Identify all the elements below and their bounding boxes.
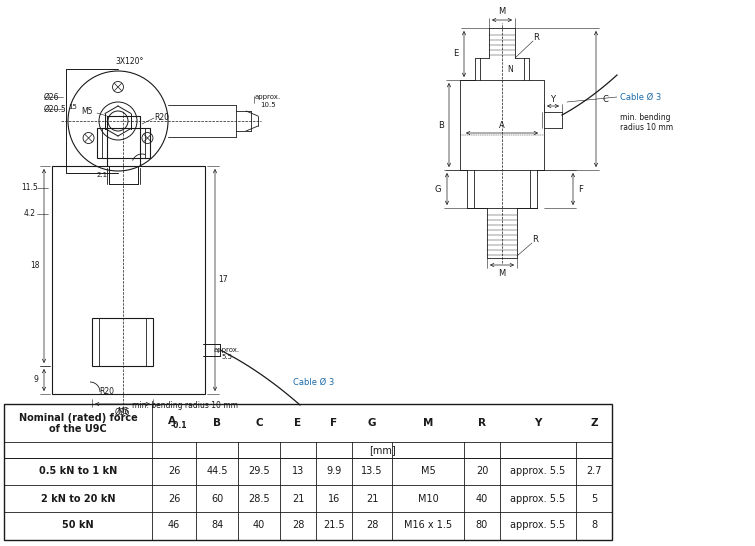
Text: 26: 26	[168, 494, 180, 503]
Bar	[4, 404, 612, 540]
Text: M: M	[498, 270, 506, 278]
Text: 4.2: 4.2	[24, 210, 36, 218]
Text: F: F	[578, 185, 584, 193]
Text: N: N	[507, 66, 513, 74]
Text: Ø20.5: Ø20.5	[44, 104, 66, 114]
Bar	[92, 318, 153, 366]
Text: 60: 60	[211, 494, 223, 503]
Text: approx.: approx.	[255, 94, 281, 100]
Text: C: C	[255, 418, 263, 428]
Text: Ø26: Ø26	[115, 407, 131, 417]
Text: Y: Y	[535, 418, 541, 428]
Text: approx.: approx.	[214, 347, 240, 353]
Text: 16: 16	[328, 494, 340, 503]
Text: G: G	[368, 418, 376, 428]
Text: 5: 5	[591, 494, 597, 503]
Text: A: A	[168, 416, 176, 426]
Text: R20: R20	[100, 388, 115, 396]
Text: approx. 5.5: approx. 5.5	[510, 494, 565, 503]
Text: 2.7: 2.7	[586, 466, 602, 477]
Text: 10.5: 10.5	[260, 102, 276, 108]
Text: E: E	[294, 418, 301, 428]
Text: 9: 9	[33, 376, 39, 384]
Text: -0.1: -0.1	[171, 422, 187, 430]
Text: radius 10 mm: radius 10 mm	[620, 122, 673, 132]
Text: 8: 8	[591, 520, 597, 531]
Text: R: R	[532, 235, 538, 245]
Text: 50 kN: 50 kN	[62, 520, 94, 531]
Text: 46: 46	[168, 520, 180, 531]
Text: 2.1: 2.1	[97, 172, 107, 178]
Text: M5: M5	[421, 466, 436, 477]
Bar	[97, 128, 150, 158]
Text: 20: 20	[476, 466, 488, 477]
Text: 0.5 kN to 1 kN: 0.5 kN to 1 kN	[39, 466, 117, 477]
Text: Cable Ø 3: Cable Ø 3	[620, 92, 661, 102]
Text: E: E	[453, 50, 458, 58]
Text: 21: 21	[366, 494, 378, 503]
Text: 13.5: 13.5	[361, 466, 383, 477]
Text: 28: 28	[366, 520, 378, 531]
Text: 28.5: 28.5	[248, 494, 270, 503]
Text: B: B	[213, 418, 221, 428]
Text: M5: M5	[117, 407, 129, 417]
Text: 40: 40	[253, 520, 265, 531]
Text: B: B	[438, 121, 444, 129]
Text: 15: 15	[69, 104, 78, 110]
Text: Nominal (rated) force: Nominal (rated) force	[19, 413, 137, 423]
Text: 13: 13	[292, 466, 304, 477]
Text: M16 x 1.5: M16 x 1.5	[404, 520, 452, 531]
Text: 11.5: 11.5	[22, 183, 39, 193]
Text: 44.5: 44.5	[206, 466, 228, 477]
Text: C: C	[602, 94, 608, 104]
Text: M10: M10	[418, 494, 439, 503]
Text: A: A	[499, 122, 505, 130]
Text: Y: Y	[550, 94, 556, 104]
Text: 40: 40	[476, 494, 488, 503]
Text: 17: 17	[218, 276, 228, 284]
Text: 80: 80	[476, 520, 488, 531]
Bar	[52, 166, 205, 394]
Text: 5.5: 5.5	[221, 354, 233, 360]
Text: Z: Z	[590, 418, 598, 428]
Text: approx. 5.5: approx. 5.5	[510, 466, 565, 477]
Text: approx. 5.5: approx. 5.5	[510, 520, 565, 531]
Text: 3X120°: 3X120°	[116, 57, 144, 67]
Text: R20: R20	[155, 114, 170, 122]
Text: min. bending radius 10 mm: min. bending radius 10 mm	[132, 401, 238, 411]
Text: 21.5: 21.5	[323, 520, 345, 531]
Text: 18: 18	[30, 262, 40, 270]
Text: 26: 26	[168, 466, 180, 477]
Text: M5: M5	[82, 106, 93, 116]
Text: 28: 28	[292, 520, 304, 531]
Text: [mm]: [mm]	[368, 445, 396, 455]
Text: M: M	[423, 418, 433, 428]
Text: 2 kN to 20 kN: 2 kN to 20 kN	[41, 494, 116, 503]
Text: R: R	[533, 33, 539, 43]
Text: 21: 21	[292, 494, 304, 503]
Text: min. bending: min. bending	[620, 112, 670, 122]
Text: G: G	[435, 185, 441, 193]
Text: M: M	[498, 8, 506, 16]
Text: R: R	[478, 418, 486, 428]
Text: Cable Ø 3: Cable Ø 3	[293, 377, 334, 387]
Text: 29.5: 29.5	[248, 466, 270, 477]
Text: of the U9C: of the U9C	[49, 424, 107, 434]
Text: Ø26: Ø26	[44, 92, 60, 102]
Text: 9.9: 9.9	[326, 466, 341, 477]
Text: F: F	[331, 418, 337, 428]
Text: 84: 84	[211, 520, 223, 531]
